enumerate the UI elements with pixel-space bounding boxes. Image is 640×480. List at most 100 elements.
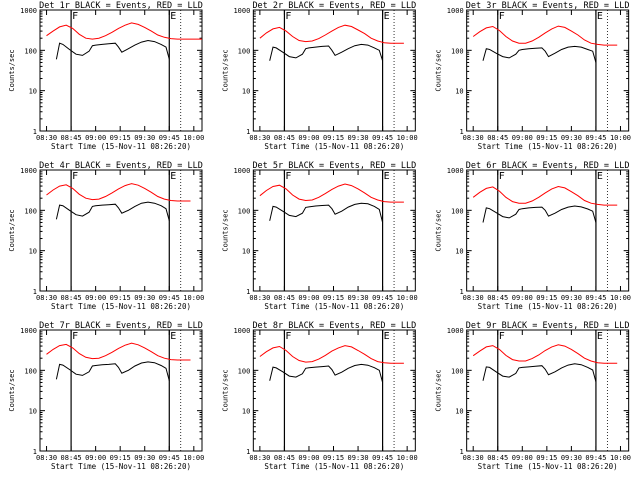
- series-line-lld: [259, 345, 404, 364]
- plot-frame: [39, 9, 203, 132]
- x-tick-label: 08:30: [463, 294, 484, 302]
- y-axis-label: Counts/sec: [221, 49, 229, 91]
- y-tick-label: 1000: [20, 7, 37, 15]
- x-tick-label: 10:00: [183, 454, 204, 462]
- y-tick-label: 10: [242, 408, 250, 416]
- x-tick-label: 08:30: [249, 454, 270, 462]
- y-axis-label: Counts/sec: [435, 209, 443, 251]
- y-tick-label: 10: [455, 408, 463, 416]
- event-marker-label: F: [72, 171, 78, 182]
- x-tick-label: 09:45: [585, 294, 606, 302]
- x-axis-label: Start Time (15-Nov-11 08:26:20): [478, 302, 618, 311]
- series-line-events: [55, 201, 170, 221]
- plot-frame: [252, 9, 416, 132]
- event-marker-label: F: [285, 331, 291, 342]
- y-tick-label: 10: [455, 88, 463, 96]
- event-marker-label: E: [384, 171, 390, 182]
- x-tick-label: 10:00: [610, 454, 631, 462]
- detector-panel: Det 3r BLACK = Events, RED = LLD 1 10 100 10…: [435, 1, 631, 151]
- y-tick-label: 1: [459, 128, 463, 136]
- y-tick-label: 100: [238, 47, 251, 55]
- x-tick-label: 08:45: [487, 454, 508, 462]
- y-tick-label: 1: [246, 288, 250, 296]
- x-tick-label: 09:15: [323, 294, 344, 302]
- event-marker-label: E: [170, 11, 176, 22]
- y-axis-label: Counts/sec: [435, 49, 443, 91]
- x-tick-label: 08:45: [274, 134, 295, 142]
- event-marker-label: E: [170, 171, 176, 182]
- x-tick-label: 09:45: [159, 454, 180, 462]
- plot-frame: [252, 329, 416, 452]
- x-tick-label: 09:00: [298, 454, 319, 462]
- y-tick-label: 1000: [447, 167, 464, 175]
- x-tick-label: 10:00: [397, 454, 418, 462]
- chart-title: Det 6r BLACK = Events, RED = LLD: [466, 161, 630, 171]
- x-axis-label: Start Time (15-Nov-11 08:26:20): [264, 302, 404, 311]
- y-tick-label: 1000: [20, 327, 37, 335]
- detector-panel: Det 8r BLACK = Events, RED = LLD 1 10 100 10…: [221, 321, 417, 471]
- plot-frame: [466, 9, 630, 132]
- event-marker-label: F: [72, 331, 78, 342]
- x-axis-label: Start Time (15-Nov-11 08:26:20): [478, 142, 618, 151]
- series-line-lld: [259, 183, 404, 203]
- detector-panel: Det 6r BLACK = Events, RED = LLD 1 10 100 10…: [435, 161, 631, 311]
- x-tick-label: 09:30: [348, 294, 369, 302]
- x-tick-label: 09:15: [110, 454, 131, 462]
- x-tick-label: 08:45: [61, 294, 82, 302]
- chart-title: Det 2r BLACK = Events, RED = LLD: [252, 1, 416, 11]
- chart-title: Det 8r BLACK = Events, RED = LLD: [252, 321, 416, 331]
- x-tick-label: 10:00: [397, 134, 418, 142]
- y-tick-label: 100: [24, 367, 37, 375]
- series-line-events: [482, 205, 597, 223]
- x-tick-label: 09:15: [536, 134, 557, 142]
- x-tick-label: 08:45: [61, 134, 82, 142]
- detector-panel: Det 2r BLACK = Events, RED = LLD 1 10 100 10…: [221, 1, 417, 151]
- y-tick-label: 1: [33, 128, 37, 136]
- x-axis-label: Start Time (15-Nov-11 08:26:20): [264, 462, 404, 471]
- x-tick-label: 09:30: [134, 134, 155, 142]
- x-tick-label: 08:45: [487, 134, 508, 142]
- chart-title: Det 1r BLACK = Events, RED = LLD: [39, 1, 203, 11]
- series-line-lld: [46, 342, 191, 361]
- x-axis-label: Start Time (15-Nov-11 08:26:20): [478, 462, 618, 471]
- x-tick-label: 08:30: [249, 134, 270, 142]
- x-tick-label: 08:30: [36, 134, 57, 142]
- event-marker-label: F: [285, 171, 291, 182]
- y-tick-label: 1000: [233, 7, 250, 15]
- x-tick-label: 08:30: [36, 454, 57, 462]
- x-tick-label: 09:00: [85, 454, 106, 462]
- series-line-events: [269, 363, 384, 383]
- chart-title: Det 4r BLACK = Events, RED = LLD: [39, 161, 203, 171]
- x-tick-label: 10:00: [397, 294, 418, 302]
- event-marker-label: F: [499, 11, 505, 22]
- x-tick-label: 09:00: [512, 454, 533, 462]
- series-line-events: [482, 363, 597, 382]
- y-tick-label: 1000: [233, 167, 250, 175]
- y-tick-label: 10: [242, 248, 250, 256]
- x-tick-label: 09:15: [323, 454, 344, 462]
- chart-title: Det 5r BLACK = Events, RED = LLD: [252, 161, 416, 171]
- plot-frame: [466, 169, 630, 292]
- y-tick-label: 1: [459, 448, 463, 456]
- x-tick-label: 09:45: [159, 294, 180, 302]
- x-tick-label: 08:45: [61, 454, 82, 462]
- y-axis-label: Counts/sec: [8, 209, 16, 251]
- y-tick-label: 100: [24, 207, 37, 215]
- chart-title: Det 9r BLACK = Events, RED = LLD: [466, 321, 630, 331]
- x-tick-label: 09:45: [159, 134, 180, 142]
- x-tick-label: 09:45: [372, 294, 393, 302]
- x-tick-label: 09:30: [561, 294, 582, 302]
- y-tick-label: 100: [451, 47, 464, 55]
- y-axis-label: Counts/sec: [435, 369, 443, 411]
- y-tick-label: 1: [459, 288, 463, 296]
- plot-frame: [39, 169, 203, 292]
- event-marker-label: E: [170, 331, 176, 342]
- event-marker-label: F: [72, 11, 78, 22]
- x-tick-label: 09:00: [85, 134, 106, 142]
- plot-frame: [39, 329, 203, 452]
- x-tick-label: 09:30: [134, 294, 155, 302]
- y-axis-label: Counts/sec: [221, 369, 229, 411]
- x-axis-label: Start Time (15-Nov-11 08:26:20): [51, 142, 191, 151]
- series-line-lld: [472, 185, 618, 206]
- x-tick-label: 08:30: [36, 294, 57, 302]
